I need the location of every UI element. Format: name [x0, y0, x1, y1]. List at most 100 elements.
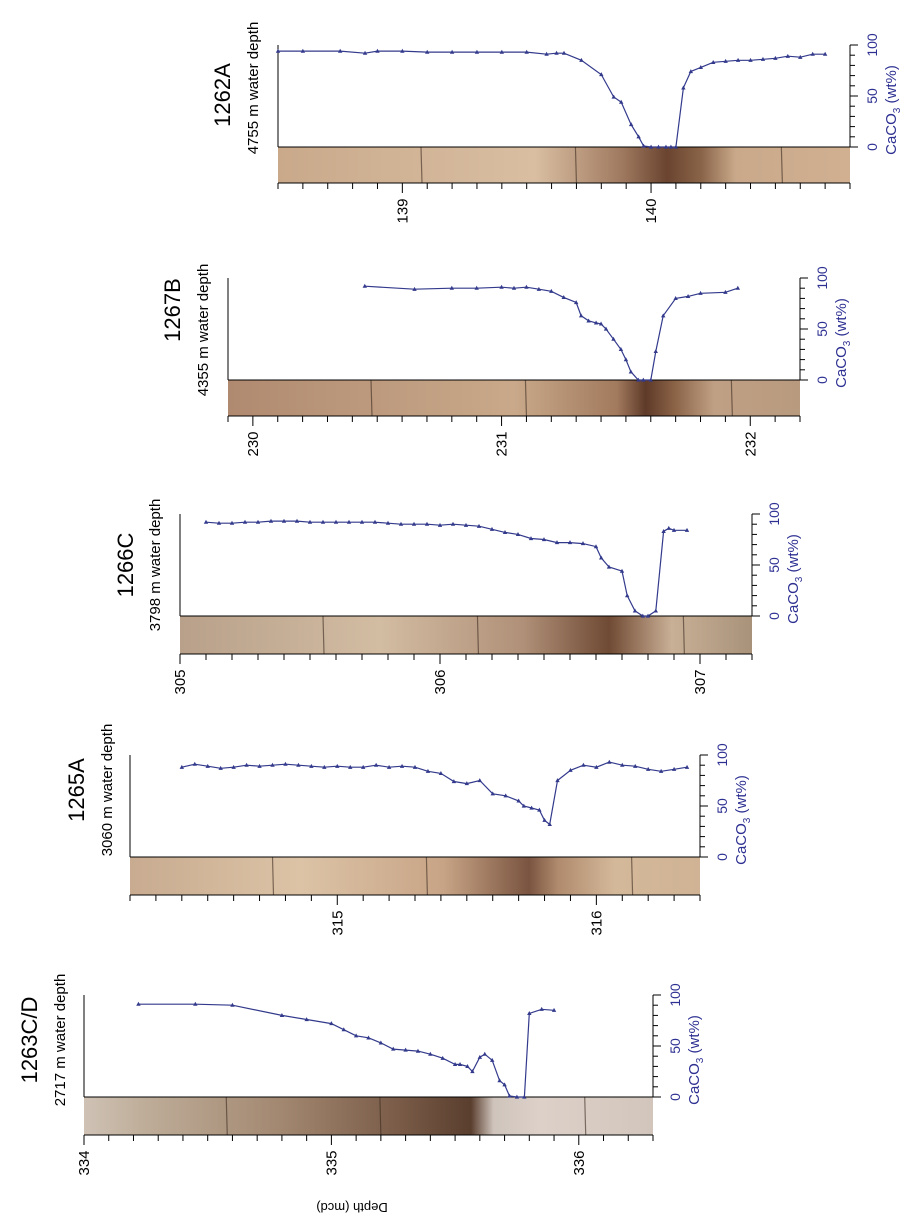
data-point [528, 536, 534, 541]
data-point [476, 523, 482, 528]
data-point [671, 527, 677, 532]
data-point [348, 764, 353, 769]
data-point [636, 377, 641, 382]
depth-tick-label: 140 [643, 198, 660, 223]
data-point [653, 349, 658, 354]
water-depth-label: 4355 m water depth [195, 264, 212, 397]
data-point [684, 764, 690, 769]
data-point [648, 377, 653, 382]
data-point [257, 763, 262, 768]
core-photo [84, 1097, 653, 1135]
data-point [661, 528, 666, 533]
ca-axis-label: CaCO3 (wt%) [833, 298, 853, 388]
data-point [499, 284, 504, 289]
data-point [544, 51, 549, 56]
data-point [723, 58, 728, 63]
data-point [337, 48, 343, 53]
data-point [503, 793, 508, 798]
data-point [527, 1010, 532, 1015]
depth-tick-label: 139 [394, 198, 411, 223]
data-point [502, 1082, 507, 1087]
core-crack [730, 379, 733, 417]
core-crack [682, 615, 685, 655]
data-point [681, 85, 686, 90]
data-point [735, 57, 741, 62]
data-point [666, 525, 671, 530]
data-point [463, 522, 469, 527]
ca-tick-label: 100 [714, 743, 730, 767]
core-crack [370, 379, 373, 417]
core-photo [278, 147, 850, 183]
data-point [536, 286, 542, 291]
core-crack [225, 1096, 228, 1136]
data-point [309, 763, 314, 768]
ca-tick-label: 50 [667, 1038, 683, 1054]
data-point [359, 519, 365, 524]
data-point [663, 144, 669, 149]
data-point [489, 526, 495, 531]
data-point [785, 53, 791, 58]
site-label: 1263C/D [17, 997, 42, 1084]
ca-tick-label: 100 [766, 502, 782, 526]
data-point [437, 522, 443, 527]
data-point [561, 294, 566, 299]
data-point [470, 1069, 475, 1074]
depth-tick-label: 305 [172, 669, 189, 694]
data-point [586, 318, 591, 323]
data-point [216, 520, 222, 525]
data-point [386, 764, 392, 769]
data-point [452, 1061, 458, 1066]
data-point [671, 766, 677, 771]
data-point [231, 764, 236, 769]
data-point [415, 1048, 421, 1053]
data-point [573, 300, 579, 305]
data-point [798, 54, 803, 59]
data-point [507, 1093, 512, 1098]
data-point [656, 144, 661, 149]
data-point [304, 1017, 309, 1022]
data-point [593, 544, 599, 549]
data-point [735, 285, 741, 290]
ca-axis-label: CaCO3 (wt%) [733, 775, 753, 865]
data-point [346, 519, 352, 524]
data-point [529, 805, 534, 810]
data-point [549, 288, 554, 293]
water-depth-label: 4755 m water depth [245, 22, 262, 155]
caco3-line [205, 520, 687, 617]
data-point [673, 144, 679, 149]
data-point [362, 283, 367, 288]
data-point [179, 764, 185, 769]
data-point [515, 532, 521, 536]
ca-tick-label: 50 [714, 798, 730, 814]
data-point [373, 762, 379, 767]
data-point [645, 766, 651, 771]
depth-tick-label: 316 [588, 910, 605, 935]
depth-tick-label: 336 [571, 1150, 588, 1175]
data-point [372, 519, 378, 524]
data-point [281, 518, 287, 523]
data-point [607, 759, 612, 764]
data-point [399, 763, 405, 768]
data-point [648, 144, 654, 149]
core-crack [425, 856, 428, 896]
data-point [275, 48, 281, 53]
data-point [229, 520, 235, 525]
data-point [537, 807, 542, 812]
data-point [425, 768, 431, 773]
data-point [561, 50, 567, 55]
data-point [698, 65, 703, 70]
data-point [329, 1021, 334, 1026]
data-point [645, 613, 651, 618]
data-point [623, 357, 629, 362]
data-point [555, 778, 560, 783]
core-crack [574, 146, 578, 184]
data-point [283, 761, 288, 766]
data-point [593, 320, 599, 325]
data-point [603, 326, 609, 331]
data-point [598, 321, 604, 326]
data-point [619, 568, 625, 573]
data-point [279, 1013, 285, 1017]
ca-tick-label: 0 [814, 376, 830, 384]
